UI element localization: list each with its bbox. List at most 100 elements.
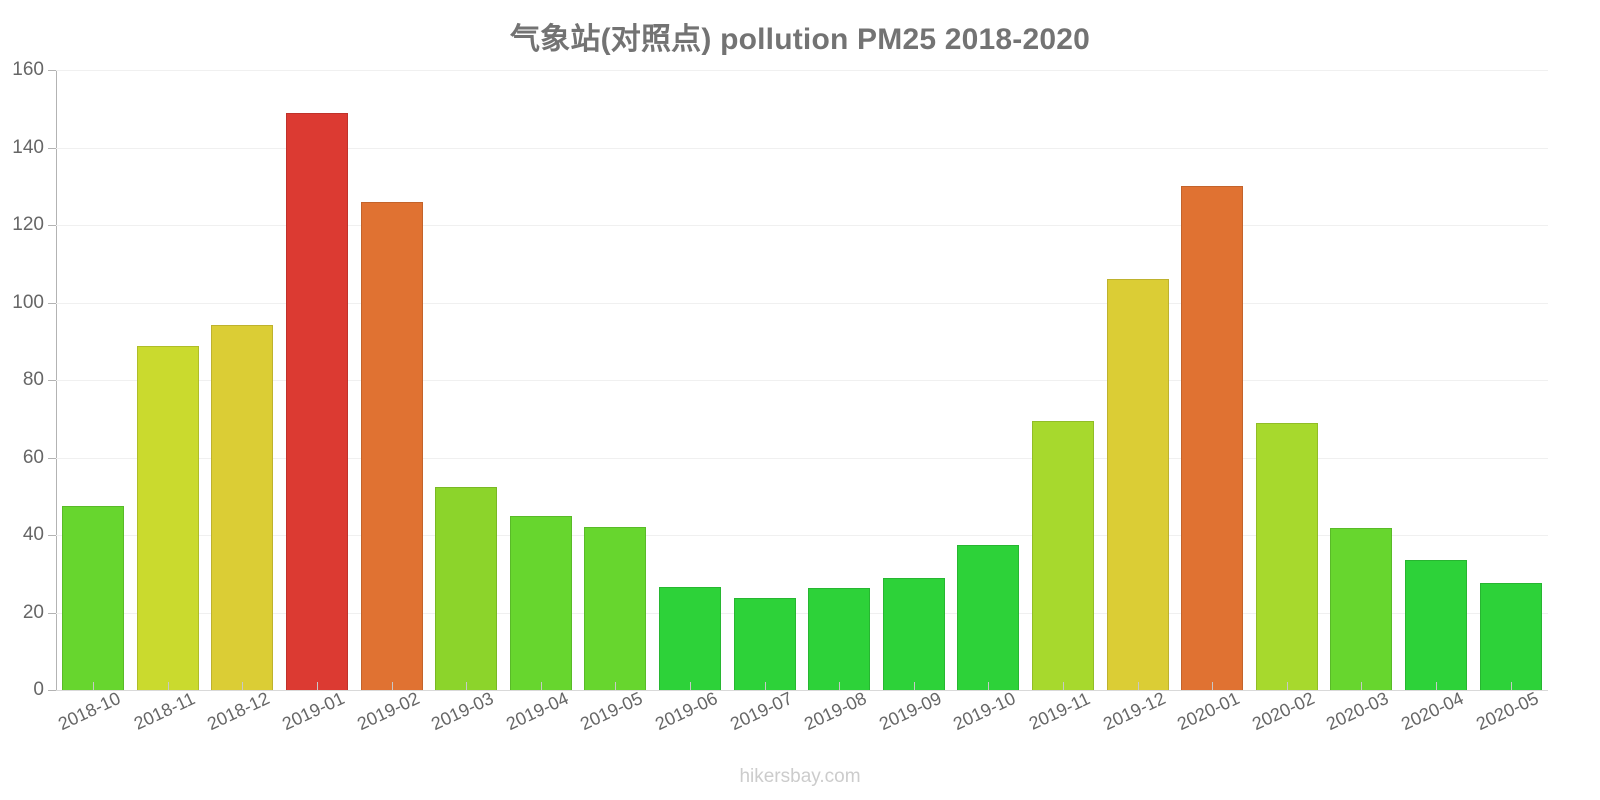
x-axis-slot: 2020-01 — [1174, 682, 1250, 770]
gridline — [56, 612, 1548, 614]
gridline — [56, 690, 1548, 691]
y-axis-tick-label: 0 — [33, 679, 44, 700]
y-axis-tick — [48, 70, 56, 71]
bar-2019-03[interactable] — [435, 486, 498, 690]
y-axis-tick — [48, 302, 56, 304]
x-axis-tick-label: 2019-02 — [353, 688, 423, 735]
bar-2019-01[interactable] — [286, 112, 349, 690]
x-axis-tick-label: 2019-03 — [428, 688, 497, 735]
x-axis-tick — [1361, 682, 1363, 690]
bar-slot — [205, 70, 280, 690]
x-axis-tick-label: 2019-07 — [726, 688, 796, 735]
bar-2020-02[interactable] — [1255, 423, 1318, 690]
bar-2019-02[interactable] — [360, 201, 423, 690]
x-axis-slot: 2019-11 — [1026, 682, 1101, 770]
bar-2018-12[interactable] — [211, 324, 274, 690]
y-axis-tick-label: 140 — [12, 136, 44, 158]
x-axis-slot: 2018-11 — [131, 682, 206, 770]
x-axis-tick — [1063, 682, 1065, 690]
x-axis-tick-label: 2020-05 — [1472, 688, 1542, 735]
bar-slot — [1175, 70, 1250, 690]
x-axis-slot: 2019-04 — [502, 682, 579, 770]
x-axis-slot: 2019-02 — [353, 682, 429, 770]
x-axis-tick — [93, 682, 95, 690]
y-axis-tick — [48, 380, 56, 381]
x-axis-tick-label: 2018-12 — [204, 688, 273, 735]
y-axis-tick-label: 100 — [12, 291, 44, 313]
bar-slot — [1399, 70, 1474, 690]
x-axis-slot: 2019-09 — [875, 682, 952, 770]
x-axis-slot: 2019-03 — [428, 682, 504, 770]
x-axis-tick — [913, 682, 915, 690]
x-axis-slot: 2020-04 — [1398, 682, 1474, 770]
bar-2020-04[interactable] — [1404, 559, 1467, 690]
bar-2019-07[interactable] — [733, 598, 796, 690]
x-axis-tick-label: 2020-01 — [1174, 688, 1243, 735]
x-axis-tick — [988, 682, 990, 690]
y-axis-tick-label: 80 — [22, 369, 44, 390]
gridline — [56, 457, 1548, 459]
x-axis-slot: 2020-02 — [1248, 682, 1325, 770]
bar-2020-03[interactable] — [1330, 528, 1393, 690]
x-axis-slot: 2019-05 — [578, 682, 653, 770]
bar-2019-10[interactable] — [957, 544, 1020, 690]
bar-2019-09[interactable] — [882, 578, 945, 690]
gridline — [56, 225, 1548, 226]
y-axis-tick — [48, 457, 56, 459]
bar-slot — [354, 70, 429, 690]
bar-slot — [280, 70, 355, 690]
x-axis-tick-label: 2019-12 — [1099, 688, 1169, 735]
x-axis-tick-label: 2020-02 — [1248, 688, 1318, 735]
x-axis-tick — [540, 682, 542, 690]
y-axis-tick-label: 120 — [12, 214, 44, 235]
bar-2019-11[interactable] — [1032, 420, 1095, 690]
y-axis-tick — [48, 535, 56, 536]
x-axis-slot: 2019-10 — [950, 682, 1026, 770]
x-axis-slot: 2020-03 — [1324, 682, 1399, 770]
x-axis-tick-label: 2019-10 — [950, 688, 1019, 735]
bar-2020-05[interactable] — [1479, 583, 1542, 690]
bar-series — [56, 70, 1548, 690]
bar-slot — [877, 70, 952, 690]
x-axis-label-group: 2018-10 2018-11 2018-12 2019-01 2019-02 2019-… — [55, 682, 1548, 770]
x-axis-tick — [317, 682, 319, 690]
bar-slot — [56, 70, 131, 690]
bar-2018-11[interactable] — [136, 346, 199, 690]
x-axis-tick-label: 2019-08 — [801, 688, 870, 735]
x-axis-tick-label: 2018-10 — [55, 688, 124, 735]
bar-2019-04[interactable] — [509, 516, 572, 690]
bar-slot — [1026, 70, 1101, 690]
x-axis-tick — [615, 682, 617, 690]
x-axis-tick — [1286, 682, 1288, 690]
x-axis-tick — [1510, 682, 1512, 690]
bar-slot — [504, 70, 579, 690]
x-axis-tick-label: 2019-09 — [875, 688, 945, 735]
bar-slot — [951, 70, 1026, 690]
x-axis-slot: 2019-06 — [652, 682, 728, 770]
bar-2019-12[interactable] — [1106, 279, 1169, 690]
bar-slot — [727, 70, 802, 690]
x-axis-slot: 2019-08 — [801, 682, 877, 770]
x-axis-slot: 2020-05 — [1472, 682, 1548, 770]
bar-slot — [578, 70, 653, 690]
bar-slot — [1100, 70, 1175, 690]
x-axis-slot: 2018-10 — [55, 682, 131, 770]
x-axis-tick-label: 2020-04 — [1398, 688, 1467, 735]
gridline — [56, 302, 1548, 304]
x-axis-slot: 2019-07 — [726, 682, 802, 770]
bar-2019-05[interactable] — [584, 527, 647, 690]
bar-2020-01[interactable] — [1181, 186, 1244, 690]
gridline — [56, 535, 1548, 536]
bar-2018-10[interactable] — [62, 505, 125, 690]
x-axis-tick — [167, 682, 169, 690]
gridline — [56, 380, 1548, 381]
x-axis-tick-label: 2019-01 — [279, 688, 348, 735]
bar-slot — [653, 70, 728, 690]
x-axis-tick — [466, 682, 468, 690]
bar-slot — [429, 70, 504, 690]
bar-2019-06[interactable] — [659, 587, 722, 690]
footer-credit: hikersbay.com — [739, 766, 861, 787]
bar-2019-08[interactable] — [808, 588, 871, 690]
x-axis-tick-label: 2019-04 — [502, 688, 572, 735]
